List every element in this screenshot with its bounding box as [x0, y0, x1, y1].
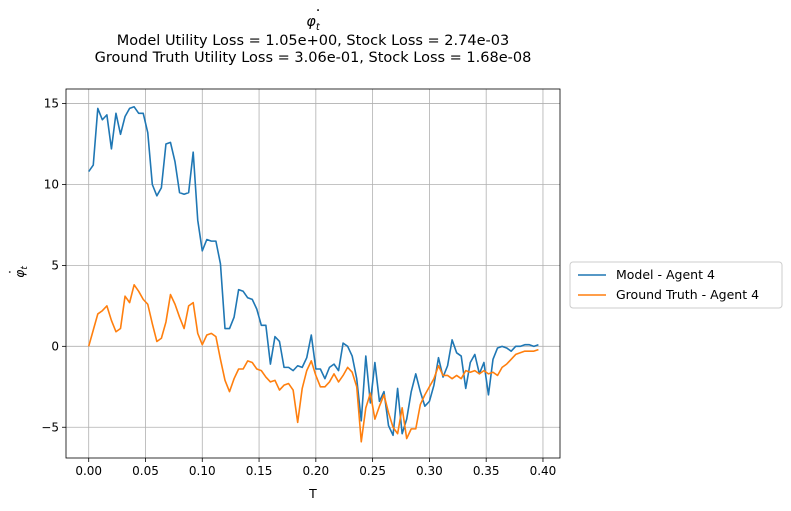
svg-text:φt: φt — [12, 266, 30, 278]
y-tick-label: −5 — [41, 420, 59, 434]
legend-label-model: Model - Agent 4 — [616, 267, 715, 282]
grid-lines — [66, 89, 560, 458]
x-tick-label: 0.00 — [75, 464, 102, 478]
y-tick-label: 0 — [51, 339, 59, 353]
x-tick-label: 0.35 — [473, 464, 500, 478]
x-tick-label: 0.30 — [416, 464, 443, 478]
legend: Model - Agent 4 Ground Truth - Agent 4 — [569, 261, 783, 309]
chart-title-subscript: t — [316, 22, 321, 33]
y-axis-label-symbol: φ — [12, 269, 27, 278]
legend-box — [569, 261, 783, 309]
y-tick-label: 15 — [44, 97, 59, 111]
y-axis-label: φt · — [2, 266, 30, 278]
x-tick-label: 0.15 — [246, 464, 273, 478]
series-line-ground-truth — [87, 284, 539, 443]
chart-title-dot: · — [316, 3, 321, 19]
x-tick-label: 0.10 — [189, 464, 216, 478]
chart-title-line3: Ground Truth Utility Loss = 3.06e-01, St… — [95, 50, 532, 66]
legend-label-ground-truth: Ground Truth - Agent 4 — [616, 287, 759, 302]
x-axis-ticks: 0.00 0.05 0.10 0.15 0.20 0.25 0.30 0.35 0.40 — [75, 458, 556, 478]
series-group — [87, 106, 539, 443]
y-axis-label-subscript: t — [20, 266, 30, 270]
x-tick-label: 0.40 — [530, 464, 557, 478]
y-axis-label-dot: · — [2, 270, 17, 274]
plot-frame — [65, 88, 561, 459]
x-tick-label: 0.25 — [359, 464, 386, 478]
y-axis-ticks: −5 0 5 10 15 — [41, 97, 66, 434]
chart-title-line2: Model Utility Loss = 1.05e+00, Stock Los… — [117, 33, 509, 49]
y-tick-label: 10 — [44, 177, 59, 191]
x-tick-label: 0.20 — [302, 464, 329, 478]
y-tick-label: 5 — [51, 258, 59, 272]
series-line-model — [88, 106, 539, 437]
x-tick-label: 0.05 — [132, 464, 159, 478]
x-axis-label: T — [308, 486, 317, 501]
chart-title-symbol: φ — [306, 14, 316, 30]
chart-title-line1: φt — [306, 14, 321, 33]
